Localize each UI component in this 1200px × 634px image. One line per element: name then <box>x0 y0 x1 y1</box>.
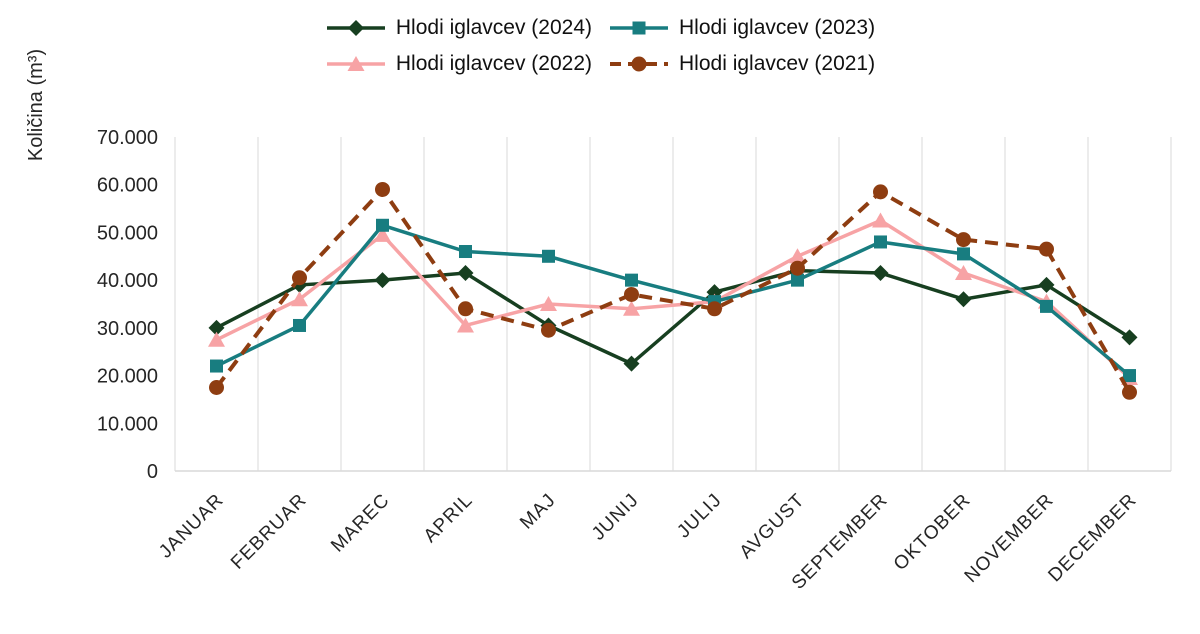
svg-text:OKTOBER: OKTOBER <box>890 490 975 575</box>
series-hlodi-iglavcev-2021- <box>209 181 1137 400</box>
legend-item-2023: Hlodi iglavcev (2023) <box>608 16 875 40</box>
legend-item-2024: Hlodi iglavcev (2024) <box>325 16 592 40</box>
legend-label-2024: Hlodi iglavcev (2024) <box>395 16 592 39</box>
svg-text:50.000: 50.000 <box>97 222 158 244</box>
legend-swatch-2023-icon <box>610 21 668 35</box>
svg-text:10.000: 10.000 <box>97 413 158 435</box>
chart-legend: Hlodi iglavcev (2024) Hlodi iglavcev (20… <box>0 16 1200 76</box>
legend-swatch-2024-icon <box>326 20 385 36</box>
legend-item-2021: Hlodi iglavcev (2021) <box>608 52 875 76</box>
legend-row-1: Hlodi iglavcev (2024) Hlodi iglavcev (20… <box>325 16 875 40</box>
legend-label-2022: Hlodi iglavcev (2022) <box>395 52 592 75</box>
legend-label-2021: Hlodi iglavcev (2021) <box>679 52 876 75</box>
svg-text:0: 0 <box>147 461 158 483</box>
svg-text:NOVEMBER: NOVEMBER <box>961 490 1058 587</box>
legend-swatch-2022-icon <box>326 56 385 71</box>
legend-label-2023: Hlodi iglavcev (2023) <box>679 16 876 39</box>
svg-text:APRIL: APRIL <box>420 490 477 547</box>
svg-text:JANUAR: JANUAR <box>155 490 228 563</box>
svg-text:AVGUST: AVGUST <box>736 490 809 563</box>
svg-text:MAREC: MAREC <box>327 490 394 557</box>
svg-text:JULIJ: JULIJ <box>673 490 726 543</box>
svg-text:60.000: 60.000 <box>97 175 158 197</box>
svg-text:JUNIJ: JUNIJ <box>588 490 643 545</box>
svg-text:70.000: 70.000 <box>97 127 158 149</box>
svg-text:30.000: 30.000 <box>97 318 158 340</box>
svg-text:FEBRUAR: FEBRUAR <box>227 490 311 574</box>
y-axis-ticks: 0 10.000 20.000 30.000 40.000 50.000 60.000 70.… <box>97 127 158 483</box>
legend-row-2: Hlodi iglavcev (2022) Hlodi iglavcev (20… <box>325 52 875 76</box>
legend-swatch-2021-icon <box>610 56 668 72</box>
svg-text:MAJ: MAJ <box>516 490 560 534</box>
svg-text:DECEMBER: DECEMBER <box>1044 490 1141 587</box>
legend-item-2022: Hlodi iglavcev (2022) <box>325 52 592 76</box>
svg-text:20.000: 20.000 <box>97 366 158 388</box>
svg-text:40.000: 40.000 <box>97 270 158 292</box>
